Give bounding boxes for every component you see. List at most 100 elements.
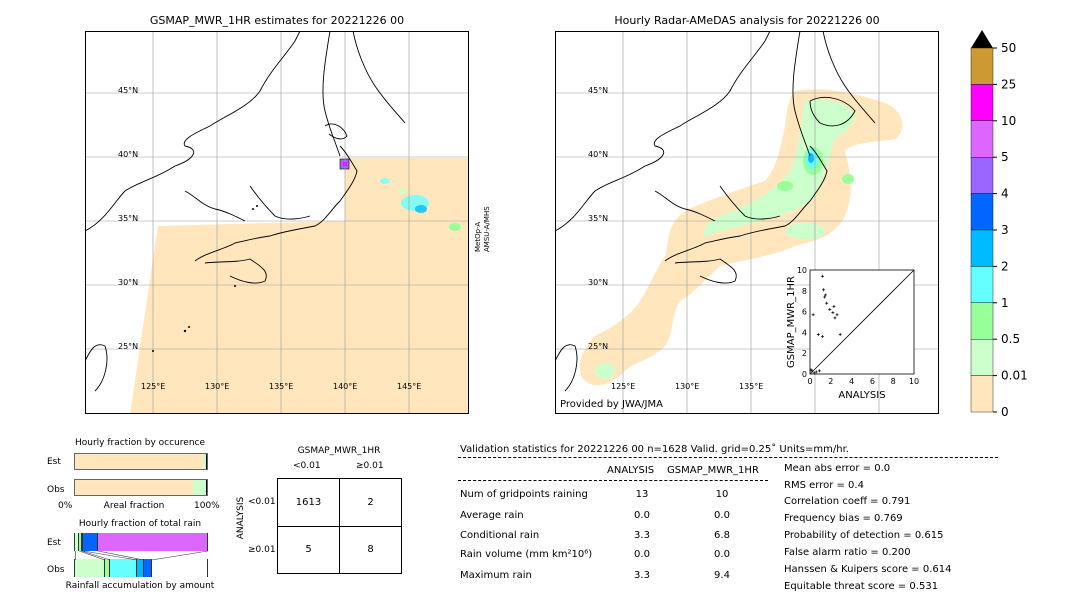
scatter-point xyxy=(817,369,821,373)
validation-score: Hanssen & Kuipers score = 0.614 xyxy=(784,564,952,575)
scatter-ylabel: GSMAP_MWR_1HR xyxy=(786,276,797,368)
rain-fraction-connectors xyxy=(75,550,208,561)
scatter-point xyxy=(838,332,842,336)
svg-text:40°N: 40°N xyxy=(588,150,608,159)
scatter-xtick-label: 0 xyxy=(807,377,812,386)
validation-row-gsmap: 0.0 xyxy=(714,510,730,521)
contingency-row-header-2: ≥0.01 xyxy=(248,545,276,555)
colorbar-label: 0.5 xyxy=(1001,332,1020,346)
scatter-point xyxy=(832,304,836,308)
colorbar-segment xyxy=(970,84,994,122)
colorbar: 50 25 10 5 4 3 2 1 0.5 0.01 0 xyxy=(970,30,1028,419)
validation-score: Equitable threat score = 0.531 xyxy=(784,581,939,592)
rain-fraction-title: Hourly fraction of total rain xyxy=(78,519,202,529)
rain-fraction-segment-obs xyxy=(110,559,137,577)
occurrence-xlabel: Areal fraction xyxy=(103,501,165,511)
validation-row-analysis: 0.0 xyxy=(634,549,650,560)
validation-table-divider xyxy=(458,480,768,481)
scatter-point xyxy=(825,301,829,305)
occurrence-bars xyxy=(74,452,208,498)
validation-row-analysis: 13 xyxy=(635,489,649,500)
scatter-point xyxy=(835,313,839,317)
rain-fraction-segment-obs xyxy=(151,559,208,577)
contingency-table: 1613 2 5 8 xyxy=(277,478,402,574)
rain-fraction-obs-label: Obs xyxy=(47,565,65,575)
colorbar-label: 25 xyxy=(1001,77,1016,91)
svg-text:145°E: 145°E xyxy=(397,382,421,391)
colorbar-segment xyxy=(970,47,994,85)
occurrence-bar-frame xyxy=(74,479,208,496)
colorbar-label: 4 xyxy=(1001,187,1009,201)
scatter-ytick-label: 2 xyxy=(802,349,807,358)
svg-text:35°N: 35°N xyxy=(588,214,608,223)
scatter-xtick-label: 10 xyxy=(909,377,919,386)
right-map-credit: Provided by JWA/JMA xyxy=(560,399,663,410)
svg-text:25°N: 25°N xyxy=(118,342,138,351)
validation-score: Probability of detection = 0.615 xyxy=(784,530,944,541)
colorbar-label: 5 xyxy=(1001,150,1009,164)
contingency-col-header-2: ≥0.01 xyxy=(356,461,384,471)
validation-row-gsmap: 9.4 xyxy=(714,570,730,581)
occurrence-bar-obs xyxy=(193,479,207,496)
svg-text:25°N: 25°N xyxy=(588,342,608,351)
validation-row-analysis: 3.3 xyxy=(634,530,650,541)
occurrence-bar-est xyxy=(203,453,207,470)
colorbar-extend-arrow xyxy=(971,30,993,48)
rain-fraction-segment-est xyxy=(83,533,99,551)
colorbar-label: 50 xyxy=(1001,41,1016,55)
validation-row-label: Average rain xyxy=(460,510,524,521)
occurrence-bar-est xyxy=(74,453,204,470)
contingency-title: GSMAP_MWR_1HR xyxy=(297,446,381,456)
validation-row-gsmap: 6.8 xyxy=(714,530,730,541)
colorbar-label: 0.01 xyxy=(1001,369,1028,383)
scatter-point xyxy=(822,288,826,292)
validation-col-gsmap: GSMAP_MWR_1HR xyxy=(667,465,759,476)
colorbar-label: 3 xyxy=(1001,223,1009,237)
scatter-xtick-label: 2 xyxy=(828,377,833,386)
rain-fraction-segment-obs xyxy=(136,559,144,577)
svg-text:30°N: 30°N xyxy=(588,278,608,287)
validation-score: Frequency bias = 0.769 xyxy=(784,513,903,524)
left-map: 45°N 40°N 35°N 30°N 25°N 125°E 130°E 135… xyxy=(85,31,469,414)
validation-header-divider xyxy=(458,457,998,458)
occurrence-est-label: Est xyxy=(47,457,61,467)
svg-text:35°N: 35°N xyxy=(118,214,138,223)
colorbar-segment xyxy=(970,193,994,231)
validation-score: Mean abs error = 0.0 xyxy=(784,463,891,474)
colorbar-label: 10 xyxy=(1001,114,1016,128)
contingency-cell: 2 xyxy=(367,497,374,508)
left-map-coastlines xyxy=(85,31,406,392)
validation-row-label: Conditional rain xyxy=(460,530,540,541)
occurrence-bar-obs xyxy=(74,479,194,496)
colorbar-segment xyxy=(970,156,994,194)
scatter-ytick-label: 6 xyxy=(802,308,807,317)
validation-row-gsmap: 0.0 xyxy=(714,549,730,560)
contingency-cell: 8 xyxy=(367,544,374,555)
validation-header: Validation statistics for 20221226 00 n=… xyxy=(460,444,849,455)
contingency-col-header-1: <0.01 xyxy=(293,461,321,471)
validation-row-gsmap: 10 xyxy=(715,489,729,500)
colorbar-segment xyxy=(970,120,994,158)
occurrence-tick-right: 100% xyxy=(194,501,220,511)
scatter-point xyxy=(833,316,837,320)
svg-text:135°E: 135°E xyxy=(739,382,763,391)
scatter-ytick-label: 0 xyxy=(802,370,807,379)
scatter-point xyxy=(814,370,818,374)
contingency-row-header-1: <0.01 xyxy=(248,497,276,507)
scatter-point xyxy=(831,311,835,315)
rain-fraction-segment-obs xyxy=(104,559,111,577)
colorbar-segment xyxy=(970,339,994,376)
rain-fraction-segment-est xyxy=(79,533,83,551)
rain-fraction-segment-obs xyxy=(143,559,152,577)
scatter-xtick-label: 8 xyxy=(891,377,896,386)
scatter-point xyxy=(824,293,828,297)
left-lon-label: 125°E xyxy=(141,382,165,391)
right-lon-label: 125°E xyxy=(611,382,635,391)
validation-row-label: Rain volume (mm km²10⁶) xyxy=(460,549,593,560)
scatter-xlabel: ANALYSIS xyxy=(838,390,885,401)
rain-fraction-segment-est xyxy=(98,533,208,551)
validation-score: RMS error = 0.4 xyxy=(784,480,864,491)
right-map-coastlines xyxy=(555,31,876,392)
svg-text:30°N: 30°N xyxy=(118,278,138,287)
scatter-point xyxy=(828,308,832,312)
